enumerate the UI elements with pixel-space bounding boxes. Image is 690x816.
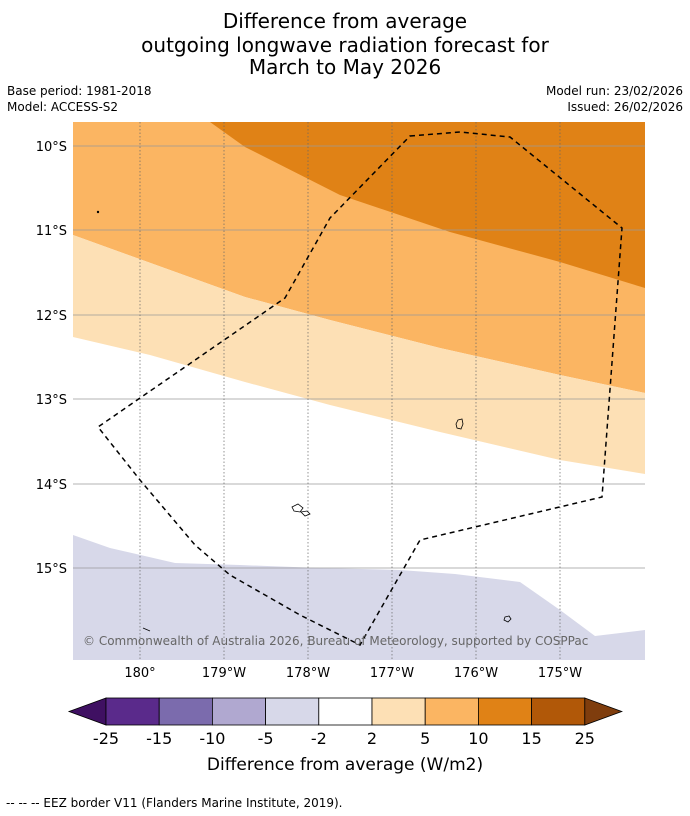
lon-label: 180°: [124, 666, 155, 681]
colorbar-cell: [424, 697, 479, 726]
colorbar-tick-label: 10: [468, 729, 488, 748]
model-name: Model: ACCESS-S2: [7, 100, 119, 114]
lon-labels: 180° 179°W 178°W 177°W 176°W 175°W: [124, 666, 582, 681]
colorbar-cell: [105, 697, 160, 726]
colorbar-cell: [371, 697, 426, 726]
island-west-1: [291, 503, 304, 513]
lat-label: 12°S: [36, 309, 67, 324]
colorbar-tick-label: -25: [93, 729, 119, 748]
model-run: Model run: 23/02/2026: [545, 84, 683, 98]
colorbar-tick-label: 15: [521, 729, 541, 748]
colorbar: -25 -15 -10 -5 -2 2 5 10 15 25: [67, 697, 623, 748]
lat-labels: 10°S 11°S 12°S 13°S 14°S 15°S: [36, 140, 67, 577]
colorbar-tick-label: 25: [575, 729, 595, 748]
colorbar-tick-label: 5: [420, 729, 430, 748]
issued-date: Issued: 26/02/2026: [567, 100, 683, 114]
eez-border: [96, 131, 623, 646]
lat-label: 13°S: [36, 393, 67, 408]
island-west-2: [300, 510, 311, 517]
island-east: [455, 418, 464, 430]
island-northwest: [96, 210, 100, 214]
colorbar-cell: [265, 697, 320, 726]
lat-label: 10°S: [36, 140, 67, 155]
island-southwest: [142, 627, 151, 632]
anomaly-band-2-5: [73, 235, 645, 474]
colorbar-tick-label: -5: [258, 729, 274, 748]
islands: [96, 210, 512, 632]
copyright-text: © Commonwealth of Australia 2026, Bureau…: [83, 634, 588, 648]
colorbar-tick-label: -2: [311, 729, 327, 748]
colorbar-cell: [158, 697, 213, 726]
base-period: Base period: 1981-2018: [7, 84, 152, 98]
colorbar-cell: [477, 697, 532, 726]
colorbar-tick-label: -10: [199, 729, 225, 748]
graticule: [73, 122, 645, 660]
lon-label: 179°W: [202, 666, 246, 681]
colorbar-label: Difference from average (W/m2): [207, 755, 483, 775]
title-line-2: outgoing longwave radiation forecast for: [141, 33, 549, 57]
colorbar-cell: [211, 697, 266, 726]
colorbar-min-extend: [67, 697, 107, 726]
lon-label: 178°W: [286, 666, 330, 681]
title-line-3: March to May 2026: [248, 55, 442, 79]
island-south: [503, 615, 512, 623]
title-line-1: Difference from average: [222, 9, 468, 33]
eez-legend-text: -- -- -- EEZ border V11 (Flanders Marine…: [6, 796, 343, 810]
colorbar-cell: [318, 697, 373, 726]
anomaly-band-10-15: [210, 122, 645, 288]
colorbar-cell: [531, 697, 586, 726]
lat-label: 15°S: [36, 562, 67, 577]
lat-label: 11°S: [36, 224, 67, 239]
map-plot-area: © Commonwealth of Australia 2026, Bureau…: [73, 122, 645, 660]
anomaly-band-neg5-neg2: [73, 535, 645, 660]
lat-label: 14°S: [36, 478, 67, 493]
colorbar-tick-label: 2: [367, 729, 377, 748]
colorbar-tick-label: -15: [146, 729, 172, 748]
lon-label: 175°W: [538, 666, 582, 681]
lon-label: 177°W: [370, 666, 414, 681]
colorbar-max-extend: [584, 697, 623, 726]
lon-label: 176°W: [454, 666, 498, 681]
